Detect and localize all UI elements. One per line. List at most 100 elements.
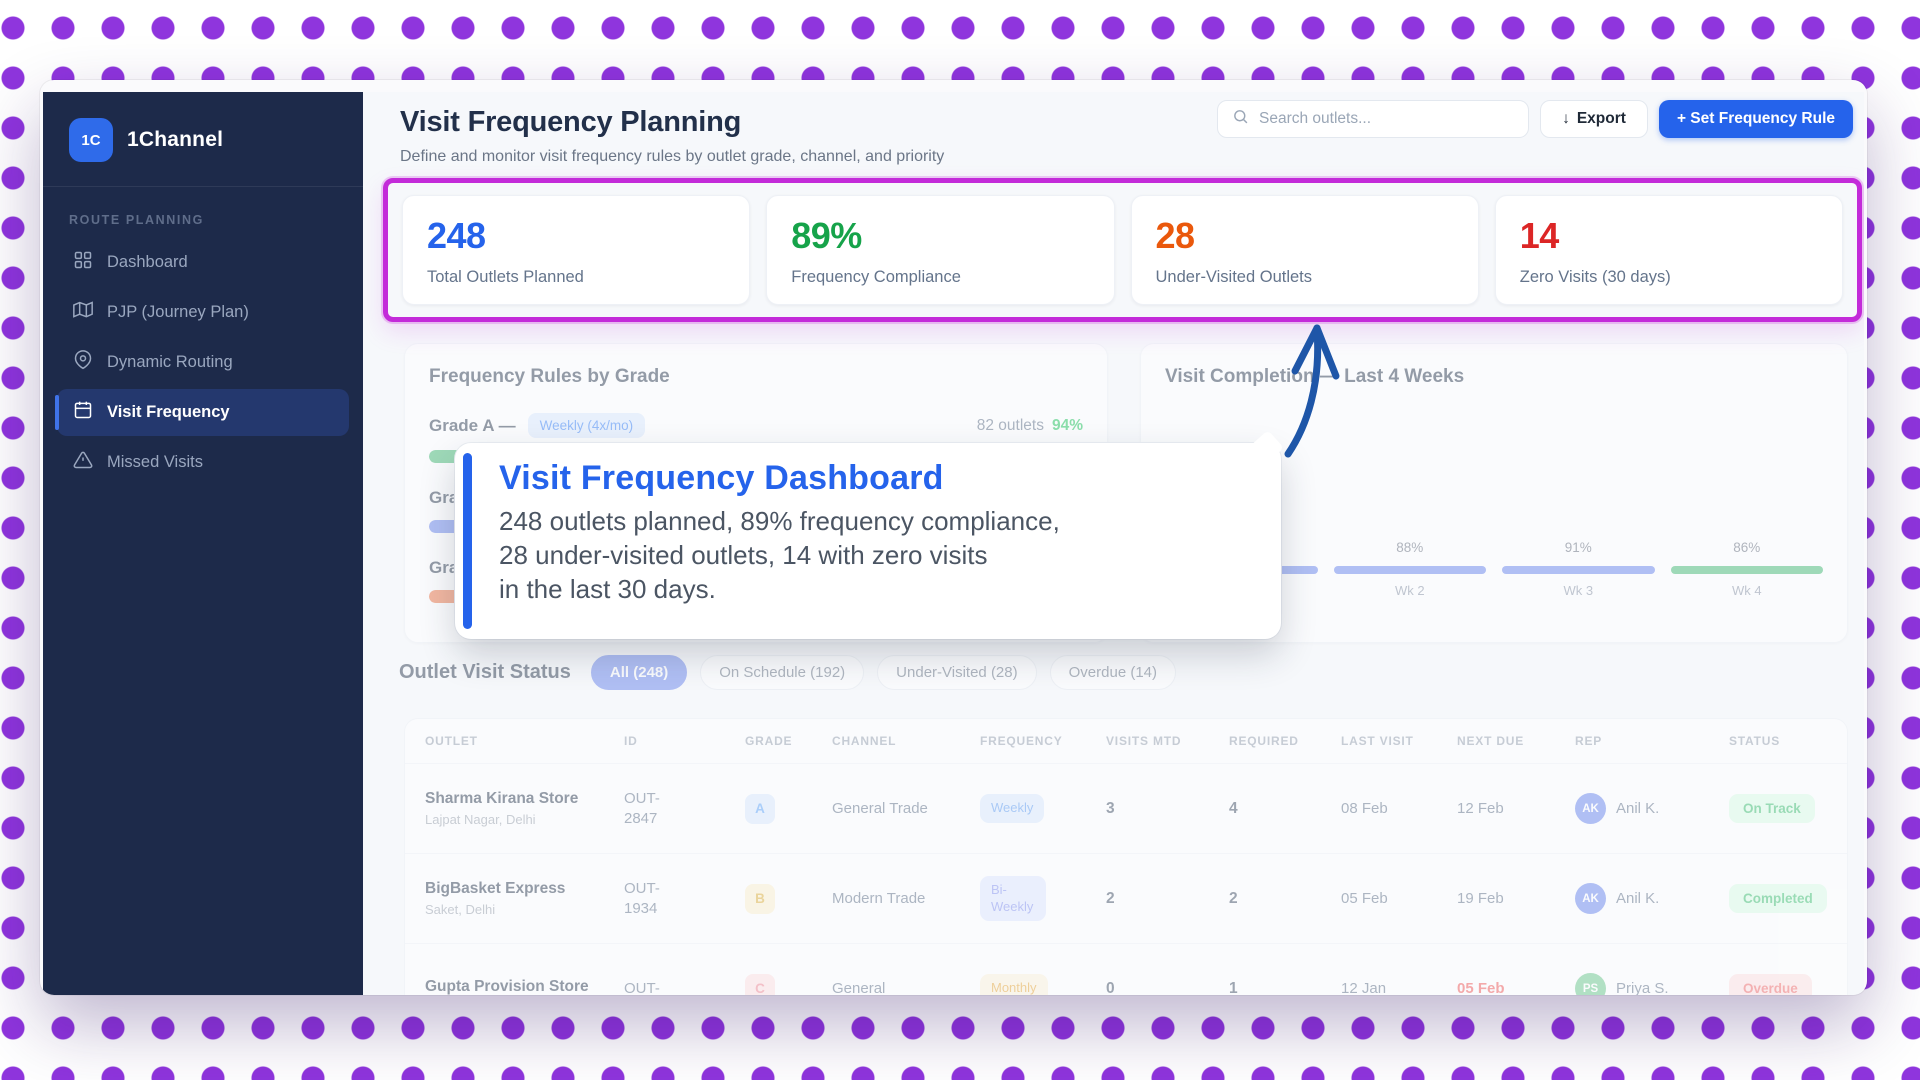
search-input[interactable] — [1259, 110, 1514, 128]
outlet-name: Gupta Provision Store — [425, 977, 589, 995]
last-visit: 05 Feb — [1341, 890, 1388, 907]
kpi-label: Total Outlets Planned — [427, 268, 584, 286]
week-3: 91% Wk 3 — [1502, 540, 1655, 598]
table-row[interactable]: Gupta Provision Store OUT- C General Mon… — [405, 943, 1847, 995]
rep-cell: PS Priya S. — [1575, 973, 1729, 995]
required: 1 — [1229, 979, 1238, 996]
week-label: Wk 2 — [1394, 583, 1425, 598]
grade-badge: C — [745, 973, 775, 995]
calendar-icon — [73, 400, 93, 425]
week-bar — [1333, 566, 1486, 574]
map-pin-icon — [73, 350, 93, 375]
filter-all[interactable]: All (248) — [590, 655, 688, 690]
channel: General Trade — [832, 799, 928, 817]
outlet-id: OUT-2847 — [624, 790, 660, 827]
brand: 1C 1Channel — [43, 92, 363, 187]
export-button-label: Export — [1576, 110, 1626, 127]
set-frequency-rule-button[interactable]: + Set Frequency Rule — [1659, 100, 1853, 138]
grade-outlets: 82 outlets 94% — [976, 416, 1083, 434]
required: 2 — [1229, 889, 1238, 907]
rep-avatar: PS — [1575, 973, 1606, 995]
sidebar-item-label: Dashboard — [107, 253, 188, 271]
rep-name: Anil K. — [1616, 800, 1660, 817]
panel-title: Frequency Rules by Grade — [429, 366, 670, 387]
brand-logo-icon: 1C — [69, 118, 113, 162]
rep-name: Priya S. — [1616, 980, 1669, 995]
frequency-pill: Monthly — [980, 974, 1048, 995]
frequency-pill: Weekly — [980, 794, 1045, 823]
col-channel: CHANNEL — [832, 734, 897, 748]
kpi-value: 28 — [1155, 215, 1196, 256]
week-label: Wk 4 — [1731, 583, 1762, 598]
next-due: 12 Feb — [1457, 800, 1504, 817]
callout-title: Visit Frequency Dashboard — [499, 459, 944, 497]
kpi-label: Zero Visits (30 days) — [1519, 268, 1671, 286]
app-window: 1C 1Channel ROUTE PLANNING Dashboard PJP… — [40, 80, 1867, 995]
outlet-id: OUT- — [624, 979, 660, 995]
status-badge: Completed — [1729, 884, 1827, 913]
outlet-table: OUTLET ID GRADE CHANNEL FREQUENCY VISITS… — [404, 718, 1848, 995]
week-pct: 88% — [1396, 540, 1424, 555]
channel: General — [832, 979, 886, 995]
week-bar — [1502, 566, 1655, 574]
app-root: 1C 1Channel ROUTE PLANNING Dashboard PJP… — [43, 92, 1864, 995]
rep-name: Anil K. — [1616, 890, 1660, 907]
kpi-card-frequency-compliance: 89% Frequency Compliance — [766, 195, 1115, 305]
callout-body: 248 outlets planned, 89% frequency compl… — [499, 506, 1060, 604]
sidebar-item-label: Missed Visits — [107, 453, 203, 471]
frequency-pill: Bi-Weekly — [980, 876, 1046, 921]
kpi-value: 248 — [427, 215, 486, 256]
filter-overdue[interactable]: Overdue (14) — [1049, 655, 1176, 690]
col-id: ID — [624, 734, 638, 748]
page-title: Visit Frequency Planning — [400, 106, 742, 138]
required: 4 — [1229, 799, 1238, 817]
grade-label: Grade A — — [429, 415, 516, 435]
warning-triangle-icon — [73, 450, 93, 475]
col-status: STATUS — [1729, 734, 1781, 748]
col-last-visit: LAST VISIT — [1341, 734, 1414, 748]
status-badge: Overdue — [1729, 974, 1812, 995]
col-frequency: FREQUENCY — [980, 734, 1063, 748]
kpi-card-total-outlets: 248 Total Outlets Planned — [402, 195, 751, 305]
kpi-card-zero-visits: 14 Zero Visits (30 days) — [1494, 195, 1843, 305]
table-header-row: OUTLET ID GRADE CHANNEL FREQUENCY VISITS… — [405, 719, 1847, 763]
outlet-location: Lajpat Nagar, Delhi — [425, 812, 536, 828]
grade-pct: 94% — [1051, 416, 1083, 434]
export-button[interactable]: ↓ Export — [1540, 100, 1648, 138]
sidebar-section-label: ROUTE PLANNING — [69, 213, 204, 227]
week-pct: 91% — [1564, 540, 1592, 555]
table-row[interactable]: Sharma Kirana Store Lajpat Nagar, Delhi O… — [405, 763, 1847, 853]
rep-avatar: AK — [1575, 883, 1606, 914]
sidebar-item-dashboard[interactable]: Dashboard — [57, 239, 349, 286]
sidebar-item-visit-frequency[interactable]: Visit Frequency — [55, 389, 349, 436]
channel: Modern Trade — [832, 889, 926, 907]
week-2: 88% Wk 2 — [1333, 540, 1486, 598]
outlet-visit-status-title: Outlet Visit Status — [399, 661, 571, 683]
filter-under-visited[interactable]: Under-Visited (28) — [877, 655, 1037, 690]
kpi-label: Frequency Compliance — [791, 268, 961, 286]
panel-title: Visit Completion — Last 4 Weeks — [1165, 366, 1465, 387]
rep-cell: AK Anil K. — [1575, 883, 1729, 914]
sidebar-item-missed-visits[interactable]: Missed Visits — [57, 439, 349, 486]
outlet-location: Saket, Delhi — [425, 902, 496, 918]
brand-name: 1Channel — [127, 128, 224, 151]
rep-avatar: AK — [1575, 793, 1606, 824]
col-next-due: NEXT DUE — [1457, 734, 1525, 748]
filter-on-schedule[interactable]: On Schedule (192) — [700, 655, 865, 690]
sidebar-item-label: Dynamic Routing — [107, 353, 233, 371]
download-icon: ↓ — [1562, 110, 1570, 127]
visits-mtd: 0 — [1106, 979, 1115, 996]
kpi-highlight-box: 248 Total Outlets Planned 89% Frequency … — [383, 178, 1862, 322]
col-outlet: OUTLET — [425, 734, 478, 748]
last-visit: 12 Jan — [1341, 980, 1387, 995]
kpi-value: 89% — [791, 215, 862, 256]
last-visit: 08 Feb — [1341, 800, 1388, 817]
annotation-callout: Visit Frequency Dashboard 248 outlets pl… — [455, 443, 1281, 639]
table-row[interactable]: BigBasket Express Saket, Delhi OUT-1934 B… — [405, 853, 1847, 943]
sidebar-item-pjp[interactable]: PJP (Journey Plan) — [57, 289, 349, 336]
map-icon — [73, 300, 93, 325]
col-grade: GRADE — [745, 734, 793, 748]
col-rep: REP — [1575, 734, 1603, 748]
rep-cell: AK Anil K. — [1575, 793, 1729, 824]
sidebar-item-dynamic-routing[interactable]: Dynamic Routing — [57, 339, 349, 386]
